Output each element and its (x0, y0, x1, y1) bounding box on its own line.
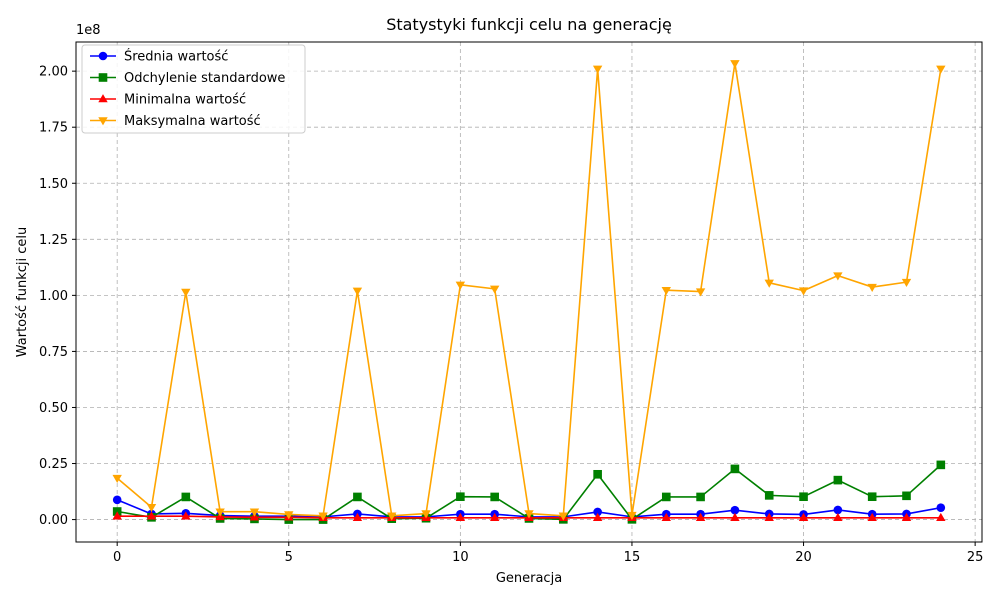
data-point (764, 512, 774, 522)
data-point (696, 492, 705, 502)
data-point (284, 511, 294, 520)
data-point (146, 511, 157, 520)
data-point (730, 464, 740, 474)
x-tick-label: 10 (452, 550, 469, 565)
data-point (524, 510, 534, 519)
y-tick-label: 2.00 (39, 65, 68, 80)
legend-marker (98, 94, 108, 103)
legend-label: Maksymalna wartość (124, 114, 261, 129)
y-tick-label: 1.25 (39, 233, 68, 248)
data-point (936, 503, 946, 512)
data-point (387, 512, 397, 521)
data-point (249, 508, 260, 517)
data-point (901, 278, 912, 288)
data-point (867, 492, 877, 502)
legend-label: Odchylenie standardowe (124, 71, 285, 86)
data-point (352, 287, 363, 296)
data-point (318, 512, 328, 521)
data-point (456, 492, 465, 502)
legend-label: Średnia wartość (124, 49, 228, 65)
data-point (490, 492, 499, 502)
data-point (833, 505, 843, 515)
y-axis-offset-label: 1e8 (76, 23, 101, 38)
data-point (730, 505, 740, 515)
data-point (181, 288, 191, 297)
data-point (799, 492, 808, 502)
data-point (867, 283, 877, 292)
y-tick-label: 0.50 (39, 401, 68, 416)
data-point (627, 511, 637, 520)
data-point (455, 281, 466, 290)
legend-box (81, 44, 306, 134)
data-point (902, 491, 911, 501)
x-tick-label: 5 (285, 550, 293, 565)
data-point (181, 511, 191, 520)
y-tick-label: 1.50 (39, 177, 68, 192)
data-point (146, 504, 157, 513)
data-point (661, 492, 671, 502)
y-tick-label: 0.75 (39, 345, 68, 360)
legend-item: Minimalna wartość (90, 93, 246, 108)
legend-label: Minimalna wartość (124, 93, 246, 108)
data-point (592, 512, 603, 522)
data-point (901, 512, 912, 522)
data-point (455, 512, 466, 522)
data-point (353, 492, 362, 502)
data-point (489, 512, 500, 522)
data-point (489, 285, 500, 294)
x-tick-label: 20 (795, 550, 812, 565)
data-point (833, 475, 843, 485)
x-tick-label: 15 (624, 550, 641, 565)
data-point (936, 65, 946, 74)
data-point (695, 512, 706, 522)
legend-marker (98, 73, 108, 82)
plot-area (75, 41, 983, 543)
legend: Średnia wartość Odchylenie standardowe Min… (81, 44, 306, 134)
legend-item: Średnia wartość (90, 49, 228, 65)
y-axis-label: Wartość funkcji celu (15, 227, 30, 358)
data-point (421, 510, 431, 519)
y-tick-label: 0.00 (39, 513, 68, 528)
data-point (867, 512, 877, 522)
legend-item: Maksymalna wartość (90, 114, 261, 129)
axis-ticks: 0 5 10 15 20 25 0.00 0.25 0.50 0.75 1.00 1.25 1.50 1.… (39, 65, 983, 565)
data-point (215, 508, 225, 517)
legend-marker (98, 51, 108, 61)
data-point (798, 287, 809, 296)
data-point (112, 474, 122, 483)
data-point (936, 512, 946, 522)
data-point (593, 469, 602, 479)
series-3 (112, 60, 946, 521)
data-point (352, 512, 363, 522)
y-tick-label: 1.00 (39, 289, 68, 304)
data-point (798, 512, 809, 522)
data-point (112, 495, 122, 505)
data-point (833, 272, 843, 281)
data-point (730, 60, 740, 69)
data-point (695, 288, 706, 297)
data-point (593, 507, 602, 517)
legend-item: Odchylenie standardowe (90, 71, 285, 86)
data-point (661, 512, 671, 522)
x-tick-label: 0 (113, 550, 121, 565)
data-point (181, 492, 191, 502)
data-point (764, 491, 774, 500)
legend-marker (98, 117, 108, 126)
y-tick-label: 0.25 (39, 457, 68, 472)
series-layer (112, 60, 946, 524)
data-point (764, 279, 774, 288)
x-axis-label: Generacja (496, 571, 562, 586)
data-point (558, 512, 569, 521)
chart-title: Statystyki funkcji celu na generację (386, 15, 672, 34)
data-point (112, 511, 122, 520)
y-tick-label: 1.75 (39, 121, 68, 136)
x-tick-label: 25 (967, 550, 984, 565)
data-point (661, 286, 671, 296)
data-point (833, 512, 843, 522)
data-point (730, 512, 740, 522)
data-point (936, 460, 946, 470)
data-point (592, 65, 603, 74)
